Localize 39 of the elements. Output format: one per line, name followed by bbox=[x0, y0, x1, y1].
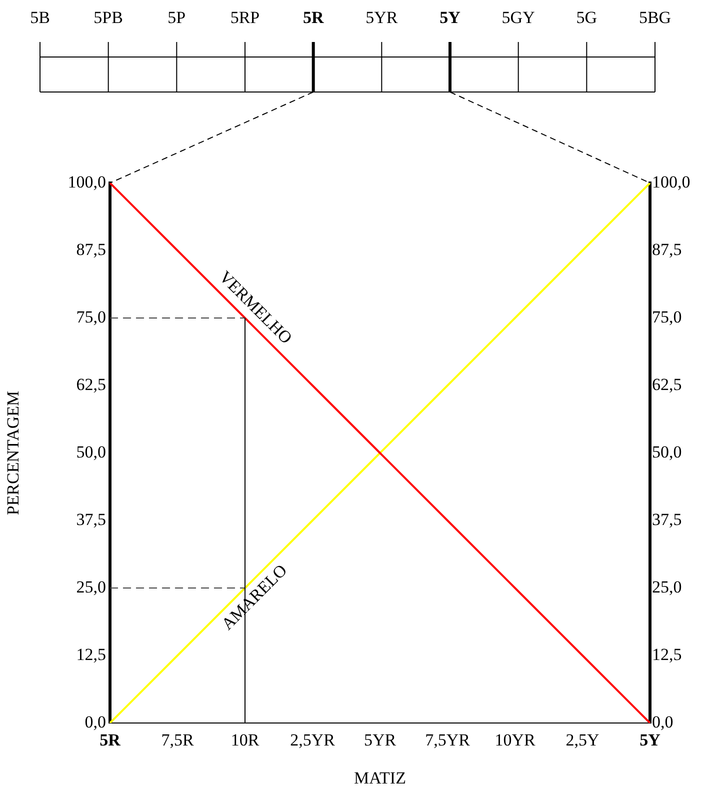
y2-tick-label: 50,0 bbox=[652, 442, 682, 462]
text: 5G bbox=[575, 8, 598, 28]
text: 5P bbox=[166, 8, 187, 28]
x-tick-label: 5YR bbox=[364, 730, 397, 750]
x-axis-title: MATIZ bbox=[354, 768, 406, 788]
y2-tick-label: 0,0 bbox=[652, 712, 674, 732]
x-tick-label: 2,5YR bbox=[290, 730, 336, 750]
y-tick-label: 50,0 bbox=[76, 442, 106, 462]
text: 5BG bbox=[638, 8, 672, 28]
text: 5GY bbox=[500, 8, 536, 28]
text: 5RP bbox=[229, 8, 261, 28]
text: 5Y bbox=[438, 8, 462, 28]
y2-tick-label: 12,5 bbox=[652, 644, 682, 664]
y-tick-label: 87,5 bbox=[76, 240, 106, 259]
text: 5PB bbox=[92, 8, 124, 28]
y-tick-label: 0,0 bbox=[84, 712, 106, 732]
x-tick-label: 2,5Y bbox=[566, 730, 600, 750]
y2-tick-label: 62,5 bbox=[652, 374, 682, 394]
y2-tick-label: 75,0 bbox=[652, 307, 682, 326]
x-tick-label: 10R bbox=[230, 730, 260, 750]
y-axis-title: PERCENTAGEM bbox=[4, 390, 23, 516]
y2-tick-label: 87,5 bbox=[652, 240, 682, 259]
x-tick-label: 7,5R bbox=[161, 730, 194, 750]
y2-tick-label: 100,0 bbox=[652, 172, 690, 192]
y2-tick-label: 37,5 bbox=[652, 510, 682, 529]
text: 5B bbox=[29, 8, 51, 28]
x-tick-label: 7,5YR bbox=[425, 730, 471, 750]
y-tick-label: 100,0 bbox=[68, 172, 106, 192]
text: 5R bbox=[302, 8, 325, 28]
text: 5YR bbox=[364, 8, 399, 28]
y2-tick-label: 25,0 bbox=[652, 577, 682, 596]
y-tick-label: 25,0 bbox=[76, 577, 106, 596]
x-tick-label: 5Y bbox=[640, 730, 660, 750]
y-tick-label: 37,5 bbox=[76, 510, 106, 529]
y-tick-label: 12,5 bbox=[76, 644, 106, 664]
y-tick-label: 75,0 bbox=[76, 307, 106, 326]
x-tick-label: 5R bbox=[100, 730, 122, 750]
y-tick-label: 62,5 bbox=[76, 374, 106, 394]
x-tick-label: 10YR bbox=[494, 730, 536, 750]
